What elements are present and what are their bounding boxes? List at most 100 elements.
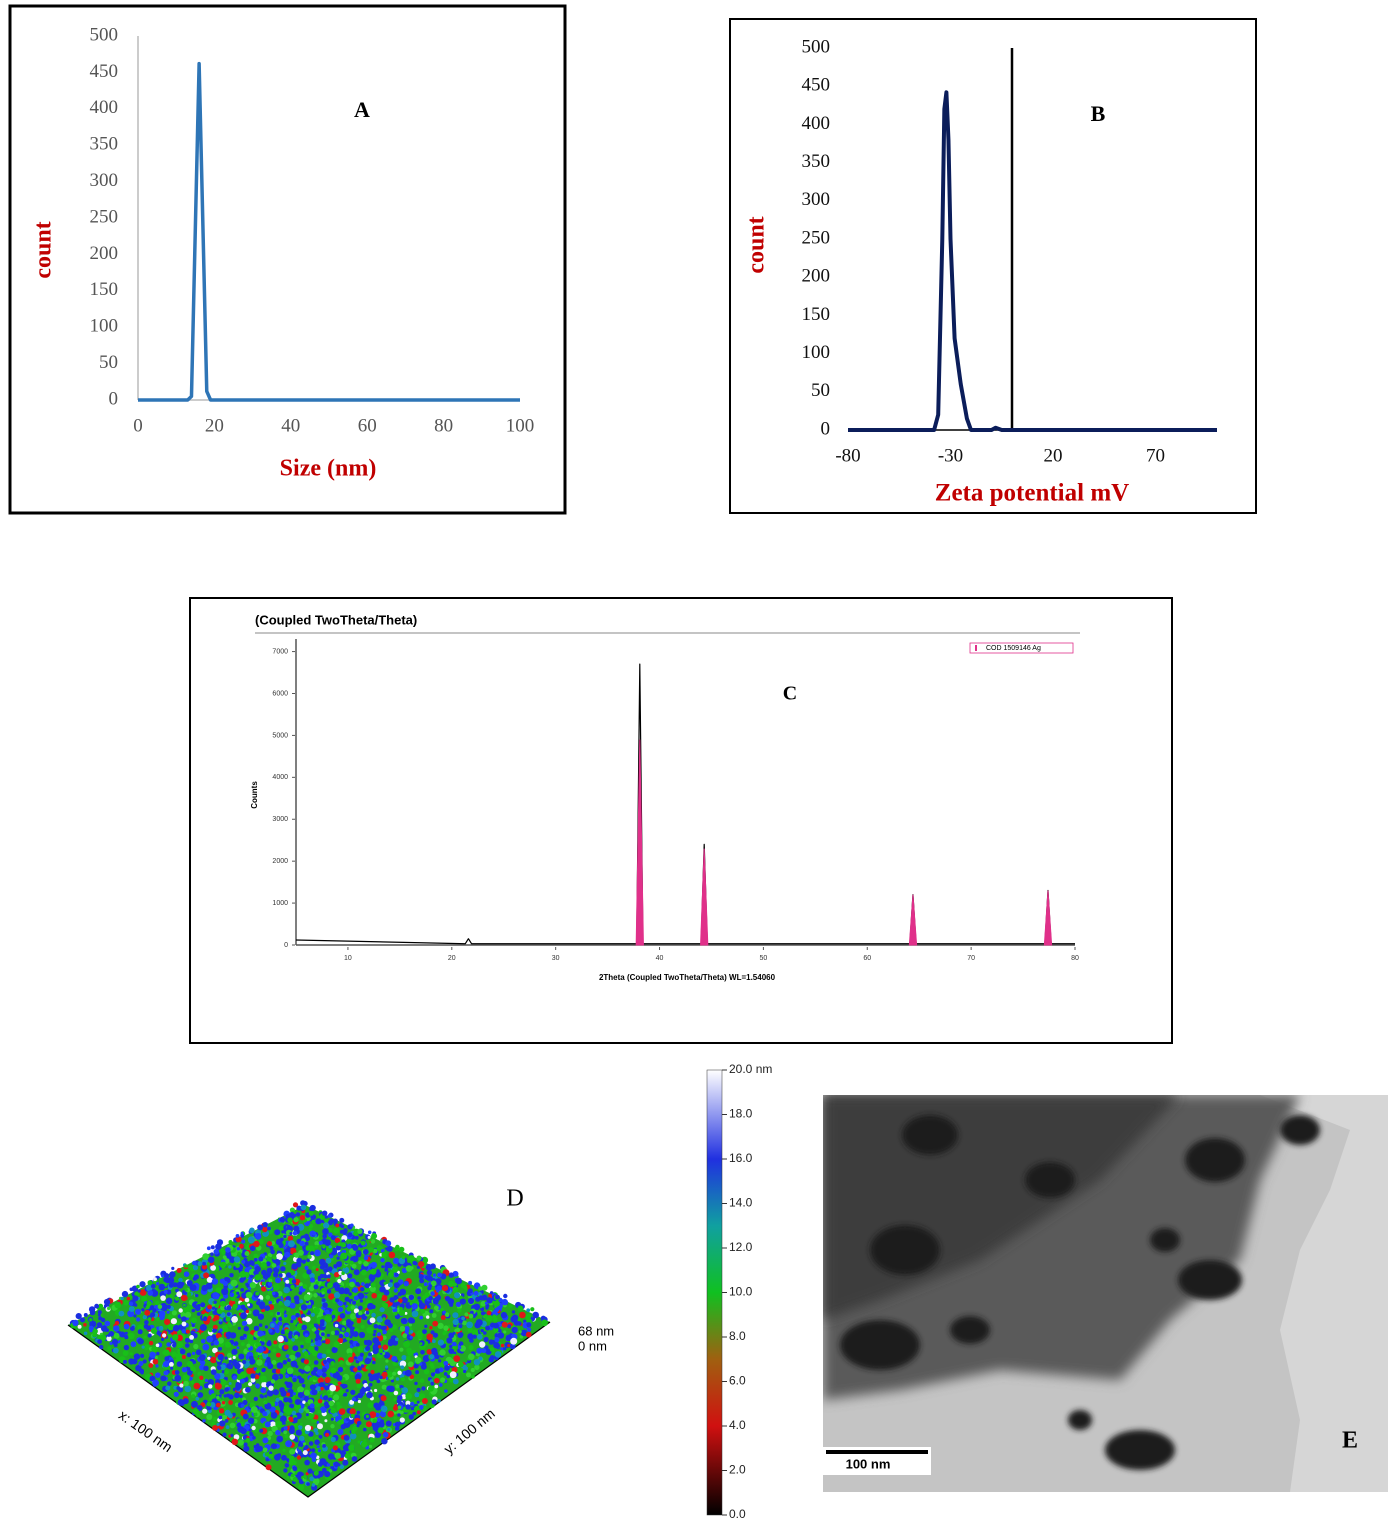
surface-texture <box>336 1245 341 1250</box>
surface-texture <box>448 1281 454 1287</box>
surface-texture <box>338 1367 343 1372</box>
surface-texture <box>230 1423 236 1429</box>
surface-texture <box>285 1374 289 1378</box>
surface-texture <box>253 1241 259 1247</box>
surface-texture <box>194 1274 199 1279</box>
surface-texture <box>241 1305 246 1310</box>
surface-texture <box>245 1387 251 1393</box>
surface-texture <box>124 1345 129 1350</box>
surface-texture <box>89 1326 94 1331</box>
surface-texture <box>487 1311 492 1316</box>
surface-texture <box>406 1348 411 1353</box>
surface-texture <box>293 1477 298 1482</box>
surface-texture <box>212 1425 218 1431</box>
surface-texture <box>177 1361 183 1367</box>
surface-texture <box>370 1370 374 1374</box>
surface-texture <box>366 1415 369 1418</box>
y-axis-label: count <box>744 216 770 273</box>
surface-texture <box>327 1463 330 1466</box>
surface-texture <box>438 1399 441 1402</box>
surface-texture <box>268 1301 272 1305</box>
surface-texture <box>320 1319 325 1324</box>
surface-texture <box>272 1348 276 1352</box>
surface-texture <box>358 1400 361 1403</box>
surface-texture <box>254 1274 260 1280</box>
surface-texture <box>507 1344 510 1347</box>
surface-texture <box>489 1339 494 1344</box>
surface-texture <box>238 1440 244 1446</box>
surface-texture <box>377 1332 381 1336</box>
surface-texture <box>488 1294 492 1298</box>
surface-texture <box>364 1342 367 1345</box>
surface-texture <box>321 1383 325 1387</box>
surface-texture <box>341 1225 344 1228</box>
surface-texture <box>417 1296 421 1300</box>
surface-texture <box>272 1317 276 1321</box>
surface-texture <box>344 1435 350 1441</box>
surface-texture <box>287 1367 294 1374</box>
surface-texture <box>293 1231 298 1236</box>
surface-texture <box>273 1256 277 1260</box>
surface-texture <box>211 1245 215 1249</box>
surface-texture <box>452 1312 458 1318</box>
surface-texture <box>377 1379 381 1383</box>
surface-texture <box>248 1382 252 1386</box>
surface-texture <box>461 1317 465 1321</box>
surface-texture <box>299 1291 303 1295</box>
surface-texture <box>288 1417 292 1421</box>
surface-texture <box>333 1373 339 1379</box>
surface-texture <box>394 1391 399 1396</box>
surface-texture <box>280 1368 286 1374</box>
surface-texture <box>322 1211 327 1216</box>
surface-texture <box>383 1345 389 1351</box>
surface-texture <box>241 1342 245 1346</box>
surface-texture <box>149 1352 156 1359</box>
surface-texture <box>283 1397 288 1402</box>
surface-texture <box>194 1383 201 1390</box>
surface-texture <box>322 1368 327 1373</box>
surface-texture <box>279 1412 283 1416</box>
x-tick-label: 50 <box>760 955 768 962</box>
surface-texture <box>382 1352 385 1355</box>
surface-texture <box>463 1285 467 1289</box>
surface-texture <box>302 1401 305 1404</box>
surface-texture <box>286 1272 291 1277</box>
surface-texture <box>241 1428 247 1434</box>
surface-texture <box>185 1343 190 1348</box>
surface-texture <box>236 1234 240 1238</box>
surface-texture <box>207 1357 210 1360</box>
surface-texture <box>141 1308 144 1311</box>
surface-texture <box>245 1251 250 1256</box>
surface-texture <box>246 1344 250 1348</box>
surface-texture <box>481 1329 484 1332</box>
surface-texture <box>182 1322 187 1327</box>
surface-texture <box>458 1362 464 1368</box>
surface-texture <box>191 1401 198 1408</box>
surface-texture <box>352 1301 356 1305</box>
surface-texture <box>450 1371 457 1378</box>
surface-texture <box>284 1434 288 1438</box>
surface-texture <box>344 1384 348 1388</box>
surface-texture <box>310 1384 316 1390</box>
surface-texture <box>421 1386 425 1390</box>
surface-texture <box>429 1284 432 1287</box>
surface-texture <box>440 1377 445 1382</box>
surface-texture <box>107 1346 111 1350</box>
surface-texture <box>229 1360 233 1364</box>
surface-texture <box>298 1376 302 1380</box>
surface-texture <box>466 1372 471 1377</box>
surface-texture <box>221 1288 228 1295</box>
surface-texture <box>337 1429 343 1435</box>
surface-texture <box>396 1377 400 1381</box>
surface-texture <box>346 1418 349 1421</box>
surface-texture <box>354 1269 360 1275</box>
surface-texture <box>298 1392 304 1398</box>
surface-texture <box>300 1215 305 1220</box>
panel-label: A <box>354 97 370 122</box>
surface-texture <box>322 1298 326 1302</box>
surface-texture <box>358 1311 362 1315</box>
surface-texture <box>165 1386 170 1391</box>
surface-texture <box>503 1330 506 1333</box>
surface-texture <box>317 1445 320 1448</box>
x-tick-label: 0 <box>133 415 143 436</box>
